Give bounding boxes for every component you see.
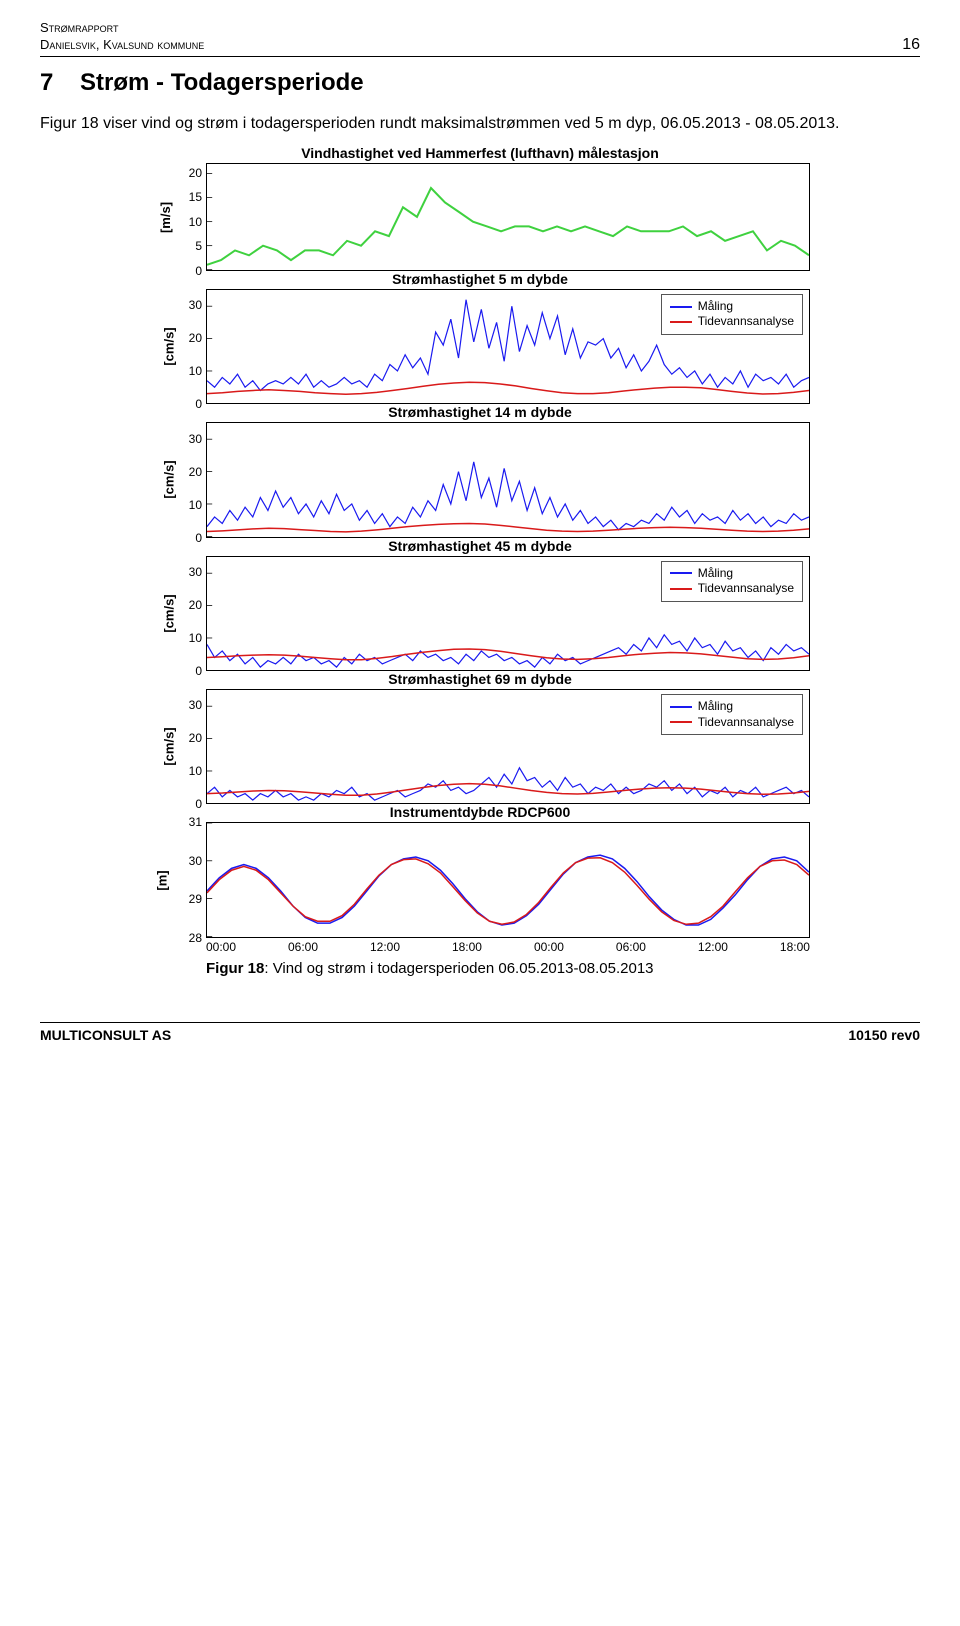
- plot-area: [206, 422, 810, 537]
- plot-area: [206, 163, 810, 271]
- panel-title: Strømhastighet 45 m dybde: [150, 538, 810, 554]
- legend-label: Tidevannsanalyse: [698, 581, 794, 597]
- page-footer: MULTICONSULT AS 10150 rev0: [40, 1022, 920, 1043]
- chart-panel: Vindhastighet ved Hammerfest (lufthavn) …: [150, 145, 810, 271]
- section-title: Strøm - Todagersperiode: [80, 69, 364, 96]
- legend-swatch: [670, 588, 692, 590]
- x-tick: 00:00: [206, 940, 236, 954]
- chart-legend: MålingTidevannsanalyse: [661, 561, 803, 602]
- y-axis-label: [m]: [150, 873, 174, 888]
- y-axis-label: [cm/s]: [150, 339, 174, 354]
- x-tick: 06:00: [288, 940, 318, 954]
- x-tick: 12:00: [698, 940, 728, 954]
- legend-swatch: [670, 321, 692, 323]
- plot-area: MålingTidevannsanalyse: [206, 289, 810, 404]
- x-tick: 12:00: [370, 940, 400, 954]
- x-tick: 18:00: [452, 940, 482, 954]
- legend-label: Måling: [698, 566, 733, 582]
- legend-label: Tidevannsanalyse: [698, 715, 794, 731]
- figure-18: Vindhastighet ved Hammerfest (lufthavn) …: [150, 145, 810, 938]
- chart-legend: MålingTidevannsanalyse: [661, 694, 803, 735]
- chart-panel: Strømhastighet 5 m dybde [cm/s]0102030 Mål…: [150, 271, 810, 404]
- y-axis-label: [cm/s]: [150, 606, 174, 621]
- plot-area: MålingTidevannsanalyse: [206, 556, 810, 671]
- x-tick: 06:00: [616, 940, 646, 954]
- section-heading: 7 Strøm - Todagersperiode: [40, 69, 920, 97]
- y-axis-ticks: 0102030: [174, 556, 206, 671]
- caption-label: Figur 18: [206, 960, 264, 977]
- footer-left: MULTICONSULT AS: [40, 1027, 171, 1043]
- y-axis-ticks: 28293031: [174, 822, 206, 937]
- legend-swatch: [670, 721, 692, 723]
- legend-label: Måling: [698, 299, 733, 315]
- legend-label: Tidevannsanalyse: [698, 314, 794, 330]
- legend-label: Måling: [698, 699, 733, 715]
- x-tick: 18:00: [780, 940, 810, 954]
- legend-swatch: [670, 572, 692, 574]
- y-axis-label: [cm/s]: [150, 739, 174, 754]
- intro-text: Figur 18 viser vind og strøm i todagersp…: [40, 113, 920, 135]
- plot-area: MålingTidevannsanalyse: [206, 689, 810, 804]
- legend-swatch: [670, 706, 692, 708]
- page-number: 16: [902, 36, 920, 54]
- chart-panel: Strømhastighet 69 m dybde [cm/s]0102030 Må…: [150, 671, 810, 804]
- y-axis-ticks: 0102030: [174, 289, 206, 404]
- report-type: Strømrapport: [40, 20, 204, 37]
- y-axis-ticks: 0102030: [174, 689, 206, 804]
- panel-title: Strømhastighet 69 m dybde: [150, 671, 810, 687]
- x-tick: 00:00: [534, 940, 564, 954]
- y-axis-ticks: 0102030: [174, 422, 206, 537]
- footer-right: 10150 rev0: [848, 1027, 920, 1043]
- panel-title: Vindhastighet ved Hammerfest (lufthavn) …: [150, 145, 810, 161]
- chart-legend: MålingTidevannsanalyse: [661, 294, 803, 335]
- y-axis-label: [m/s]: [150, 210, 174, 225]
- page-header: Strømrapport Danielsvik, Kvalsund kommun…: [40, 20, 920, 57]
- y-axis-ticks: 05101520: [174, 163, 206, 271]
- chart-panel: Instrumentdybde RDCP600 [m]28293031: [150, 804, 810, 937]
- panel-title: Strømhastighet 14 m dybde: [150, 404, 810, 420]
- x-axis-ticks: 00:00 06:00 12:00 18:00 00:00 06:00 12:00 18:00: [206, 940, 810, 954]
- y-axis-label: [cm/s]: [150, 472, 174, 487]
- legend-swatch: [670, 306, 692, 308]
- chart-panel: Strømhastighet 45 m dybde [cm/s]0102030 Må…: [150, 538, 810, 671]
- plot-area: [206, 822, 810, 937]
- panel-title: Strømhastighet 5 m dybde: [150, 271, 810, 287]
- caption-text: : Vind og strøm i todagersperioden 06.05…: [264, 960, 653, 977]
- section-number: 7: [40, 69, 53, 96]
- report-location: Danielsvik, Kvalsund kommune: [40, 37, 204, 54]
- figure-caption: Figur 18: Vind og strøm i todagersperiod…: [206, 960, 810, 977]
- panel-title: Instrumentdybde RDCP600: [150, 804, 810, 820]
- chart-panel: Strømhastighet 14 m dybde [cm/s]0102030: [150, 404, 810, 537]
